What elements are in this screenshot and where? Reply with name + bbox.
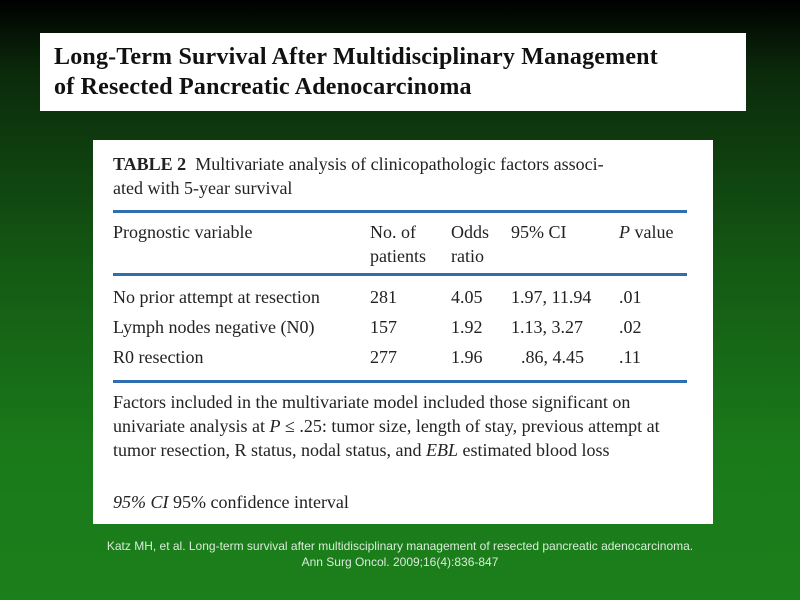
table-top-rule [113,210,687,213]
slide-title-line-1: Long-Term Survival After Multidisciplina… [54,44,658,70]
table-figure: TABLE 2 Multivariate analysis of clinico… [93,140,713,524]
table-cell-odds-ratio: 1.92 [451,317,483,337]
table-bottom-rule [113,380,687,383]
table-cell-patients: 281 [370,287,397,307]
citation-line-2: Ann Surg Oncol. 2009;16(4):836-847 [301,555,499,569]
source-citation: Katz MH, et al. Long-term survival after… [0,538,800,570]
column-header-ci: 95% CI [511,222,567,242]
ci-abbreviation-note: 95% CI 95% confidence interval [113,492,349,512]
table-cell-p: .01 [619,287,642,307]
table-label: TABLE 2 [113,154,187,174]
citation-line-1: Katz MH, et al. Long-term survival after… [106,539,694,553]
column-header-variable: Prognostic variable [113,222,253,242]
table-cell-p: .02 [619,317,642,337]
column-header-patients: No. of patients [370,222,426,266]
table-cell-variable: No prior attempt at resection [113,287,320,307]
table-cell-patients: 277 [370,347,397,367]
column-header-p-value: P value [619,222,674,242]
table-cell-p: .11 [619,347,641,367]
table-cell-variable: R0 resection [113,347,204,367]
table-cell-odds-ratio: 4.05 [451,287,483,307]
table-cell-ci: 1.13, 3.27 [511,317,583,337]
table-cell-ci: .86, 4.45 [521,347,584,367]
column-header-odds-ratio: Odds ratio [451,222,490,266]
table-header-rule [113,273,687,276]
table-cell-patients: 157 [370,317,397,337]
table-caption-line-1: Multivariate analysis of clinicopatholog… [195,154,604,174]
table-caption: TABLE 2 Multivariate analysis of clinico… [113,152,693,200]
slide-title-line-2: of Resected Pancreatic Adenocarcinoma [54,74,472,100]
table-cell-ci: 1.97, 11.94 [511,287,592,307]
table-cell-odds-ratio: 1.96 [451,347,483,367]
table-footnote: Factors included in the multivariate mod… [113,392,660,460]
table-cell-variable: Lymph nodes negative (N0) [113,317,315,337]
slide-title-box: Long-Term Survival After Multidisciplina… [40,33,746,111]
table-caption-line-2: ated with 5-year survival [113,178,293,198]
